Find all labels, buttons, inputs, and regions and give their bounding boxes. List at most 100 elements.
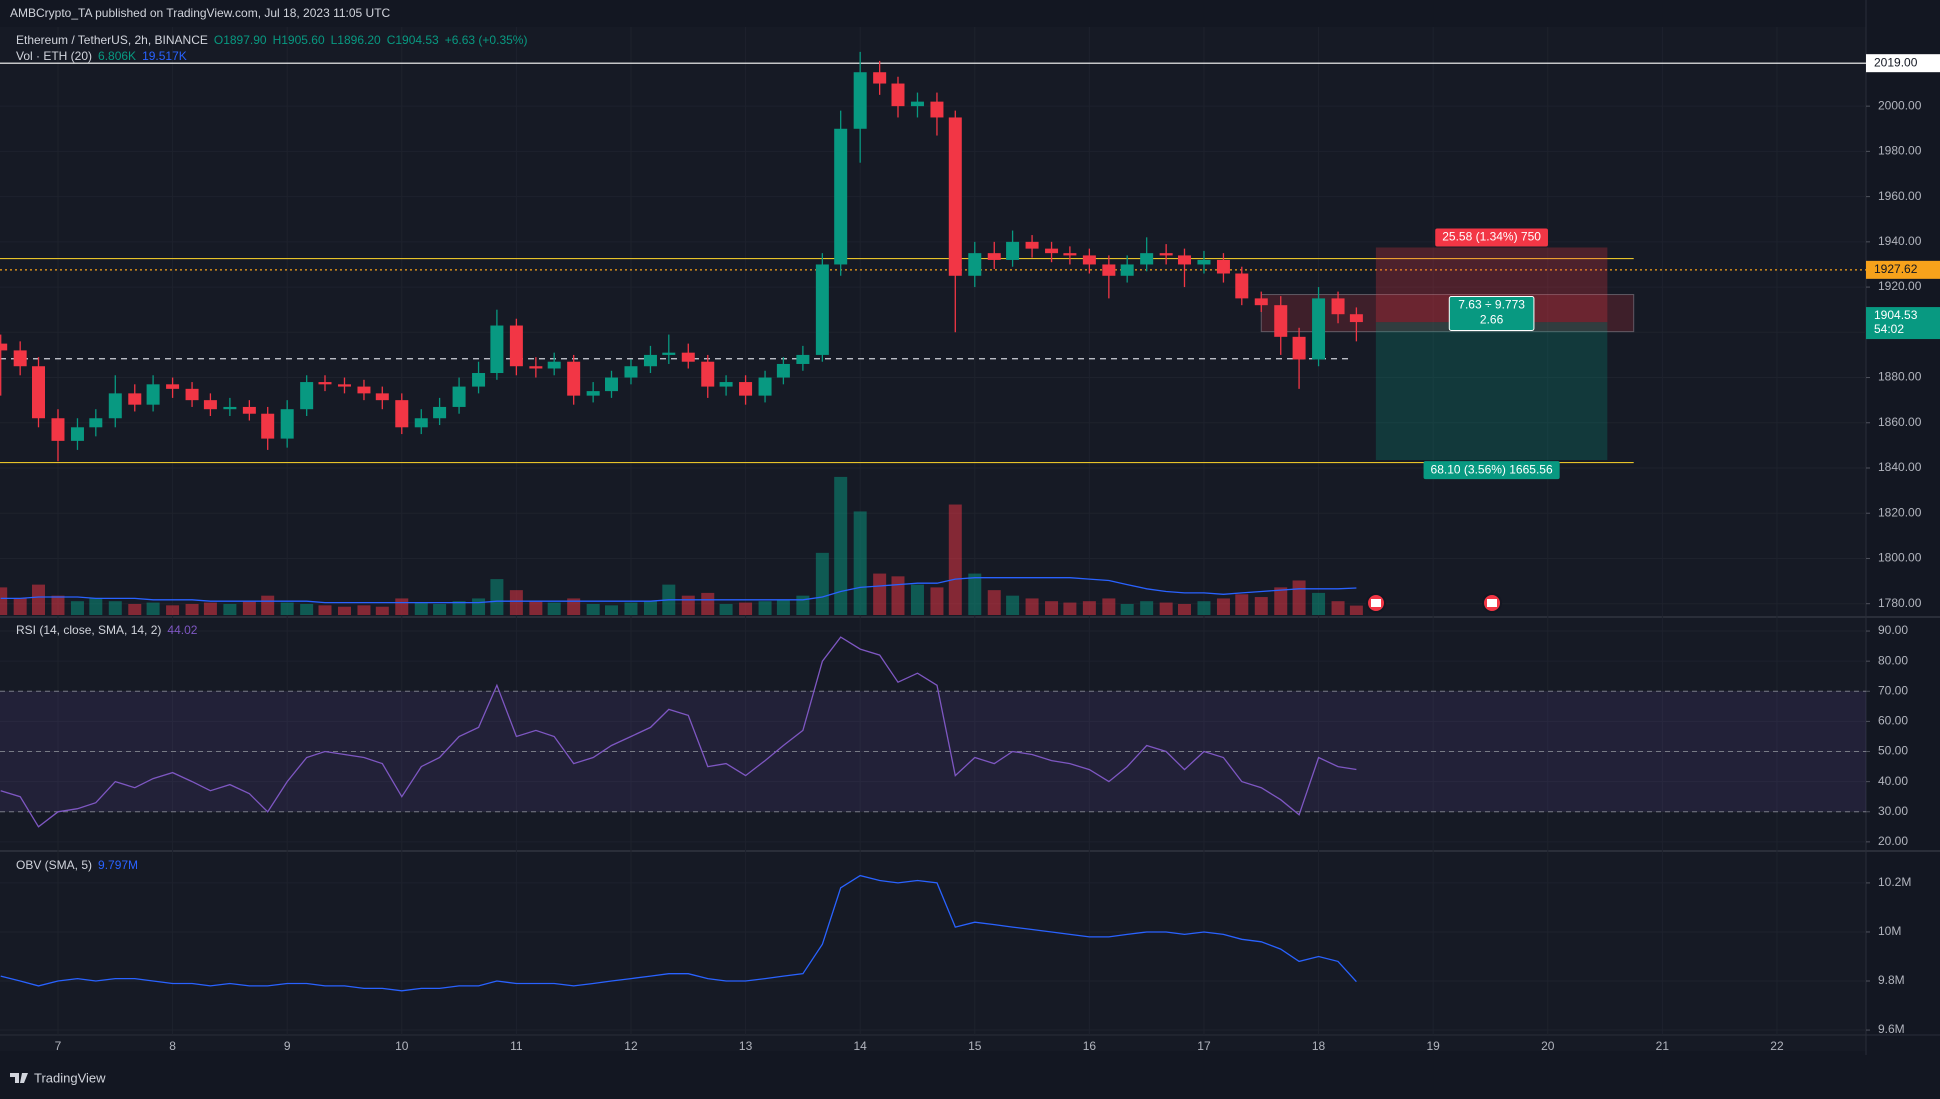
x-tick-label: 12 — [624, 1039, 638, 1053]
volume-bar — [1216, 598, 1230, 615]
ratio-box — [1448, 296, 1535, 332]
candle-body — [662, 352, 676, 355]
candle-body — [509, 325, 523, 367]
candle-body — [300, 382, 314, 410]
volume-bar — [357, 605, 371, 615]
footer — [0, 1055, 1940, 1099]
legend-volume-ma: 19.517K — [142, 49, 187, 63]
volume-bar — [948, 504, 962, 615]
y-tick-label: 90.00 — [1878, 623, 1908, 637]
volume-bar — [146, 602, 160, 615]
level-tag-label: 2019.00 — [1874, 55, 1918, 69]
candle-body — [1349, 314, 1363, 323]
volume-bar — [1159, 602, 1173, 615]
y-tick-label: 1820.00 — [1878, 505, 1922, 519]
x-tick-label: 11 — [510, 1039, 523, 1053]
volume-bar — [472, 598, 486, 615]
candle-body — [51, 418, 65, 441]
volume-bar — [261, 595, 275, 615]
y-tick-label: 30.00 — [1878, 804, 1908, 818]
x-tick-label: 16 — [1083, 1039, 1097, 1053]
brand-name: TradingView — [34, 1070, 106, 1085]
candle-body — [242, 406, 256, 414]
candle-body — [1274, 305, 1288, 337]
stop-label-box — [1435, 228, 1548, 247]
volume-bar — [433, 603, 447, 615]
legend-volume-value: 6.806K — [98, 49, 136, 63]
plot-background — [0, 27, 1866, 1051]
candle-body — [261, 413, 275, 439]
x-tick-label: 17 — [1197, 1039, 1211, 1053]
candle-body — [701, 361, 715, 387]
price-tag — [1866, 307, 1940, 340]
volume-bar — [853, 511, 867, 615]
volume-bar — [1349, 605, 1363, 615]
candle-body — [280, 409, 294, 439]
candle-body — [1235, 273, 1249, 299]
candle-body — [930, 101, 944, 118]
flag-icon — [1487, 599, 1497, 607]
volume-bar — [1274, 587, 1288, 615]
candle-body — [643, 354, 657, 367]
y-tick-label: 1960.00 — [1878, 189, 1922, 203]
volume-bar — [203, 602, 217, 615]
volume-bar — [1177, 603, 1191, 615]
candle-body — [834, 128, 848, 265]
level-tag — [1866, 54, 1940, 73]
candle-body — [318, 382, 332, 385]
level-tag — [1866, 260, 1940, 279]
volume-bar — [452, 601, 466, 615]
candle-body — [1197, 259, 1211, 265]
candle-body — [185, 388, 199, 401]
volume-bar — [166, 605, 180, 615]
target-label-box — [1423, 461, 1560, 480]
candle-body — [452, 386, 466, 407]
volume-bar — [1025, 598, 1039, 615]
chart-layer: 7 8 9 10 11 12 13 14 15 16 17 18 19 20 21 22 1780.00 1800… — [0, 27, 1940, 1053]
candle-body — [146, 384, 160, 405]
y-tick-label: 70.00 — [1878, 683, 1908, 697]
volume-bar — [1102, 598, 1116, 615]
y-tick-label: 10M — [1878, 924, 1901, 938]
candle-body — [910, 101, 924, 107]
volume-bar — [815, 552, 829, 615]
y-tick-label: 1940.00 — [1878, 234, 1922, 248]
x-tick-label: 7 — [55, 1039, 62, 1053]
volume-bar — [910, 584, 924, 615]
candle-body — [681, 352, 695, 362]
candle-body — [719, 382, 733, 387]
volume-bar — [108, 601, 122, 615]
volume-bar — [719, 603, 733, 615]
x-tick-label: 15 — [968, 1039, 982, 1053]
candle-body — [1312, 298, 1326, 360]
ratio-label: 7.63 ÷ 9.773 — [1458, 298, 1525, 312]
volume-bar — [624, 602, 638, 615]
candle-body — [873, 72, 887, 84]
y-tick-label: 9.6M — [1878, 1022, 1905, 1036]
candle-body — [13, 350, 27, 367]
volume-ma-line — [0, 577, 1357, 604]
volume-bar — [776, 599, 790, 615]
event-flag — [1366, 593, 1386, 613]
candle-body — [1331, 298, 1345, 315]
y-tick-label: 10.2M — [1878, 875, 1911, 889]
volume-bar — [337, 606, 351, 615]
volume-bar — [70, 601, 84, 615]
candle-body — [1216, 259, 1230, 274]
volume-bar — [509, 590, 523, 615]
candle-body — [490, 325, 504, 374]
x-tick-label: 14 — [853, 1039, 867, 1053]
y-tick-label: 20.00 — [1878, 834, 1908, 848]
volume-bar — [1045, 601, 1059, 615]
volume-bar — [318, 605, 332, 615]
volume-bar — [796, 595, 810, 615]
candle-body — [796, 354, 810, 364]
ratio-value: 2.66 — [1480, 313, 1504, 327]
volume-bar — [300, 603, 314, 615]
volume-bar — [128, 603, 142, 615]
x-tick-label: 20 — [1541, 1039, 1555, 1053]
volume-bar — [681, 595, 695, 615]
volume-bar — [586, 603, 600, 615]
candle-body — [776, 363, 790, 378]
volume-bar — [758, 601, 772, 615]
